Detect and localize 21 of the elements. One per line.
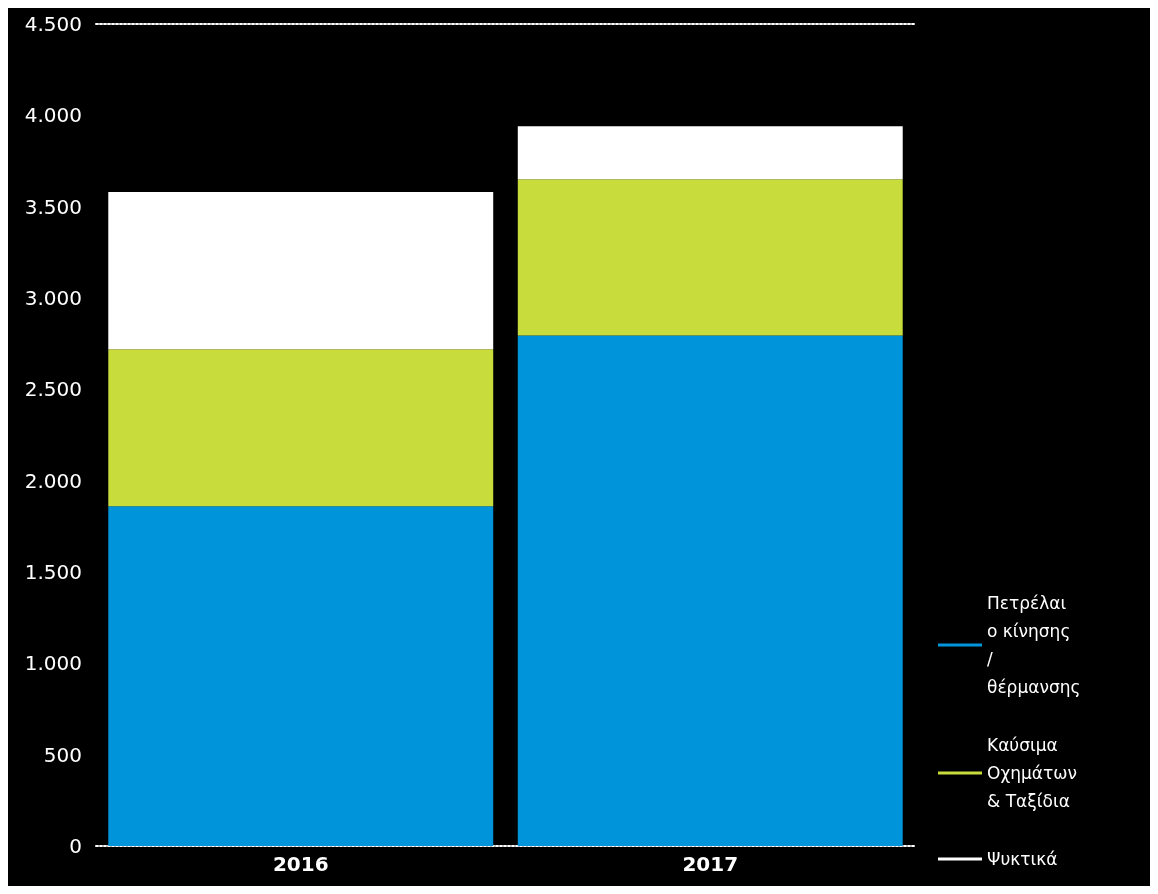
bar [517, 335, 903, 846]
x-tick-label: 2017 [682, 852, 739, 876]
bar [517, 179, 903, 336]
legend-label: Πετρέλαιο κίνησης / θέρμανσης [987, 593, 1081, 697]
y-tick-label: 2.500 [24, 377, 82, 402]
y-tick-label: 500 [43, 742, 82, 767]
legend-label: Καύσιμα Οχημάτων & Ταξίδια [987, 735, 1083, 811]
legend-label: Ψυκτικά [987, 849, 1058, 869]
y-tick-label: 3.500 [24, 194, 82, 219]
y-tick-label: 0 [69, 834, 82, 858]
bar [108, 506, 494, 846]
x-tick-label: 2016 [272, 852, 329, 876]
bar [517, 126, 903, 180]
y-tick-label: 4.000 [24, 103, 82, 128]
y-tick-label: 4.500 [24, 12, 82, 36]
y-tick-label: 1.500 [24, 560, 82, 584]
y-tick-label: 1.000 [24, 651, 82, 676]
bar [108, 192, 494, 350]
bar [108, 349, 494, 507]
y-tick-label: 2.000 [24, 468, 82, 493]
y-tick-label: 3.000 [24, 286, 82, 310]
